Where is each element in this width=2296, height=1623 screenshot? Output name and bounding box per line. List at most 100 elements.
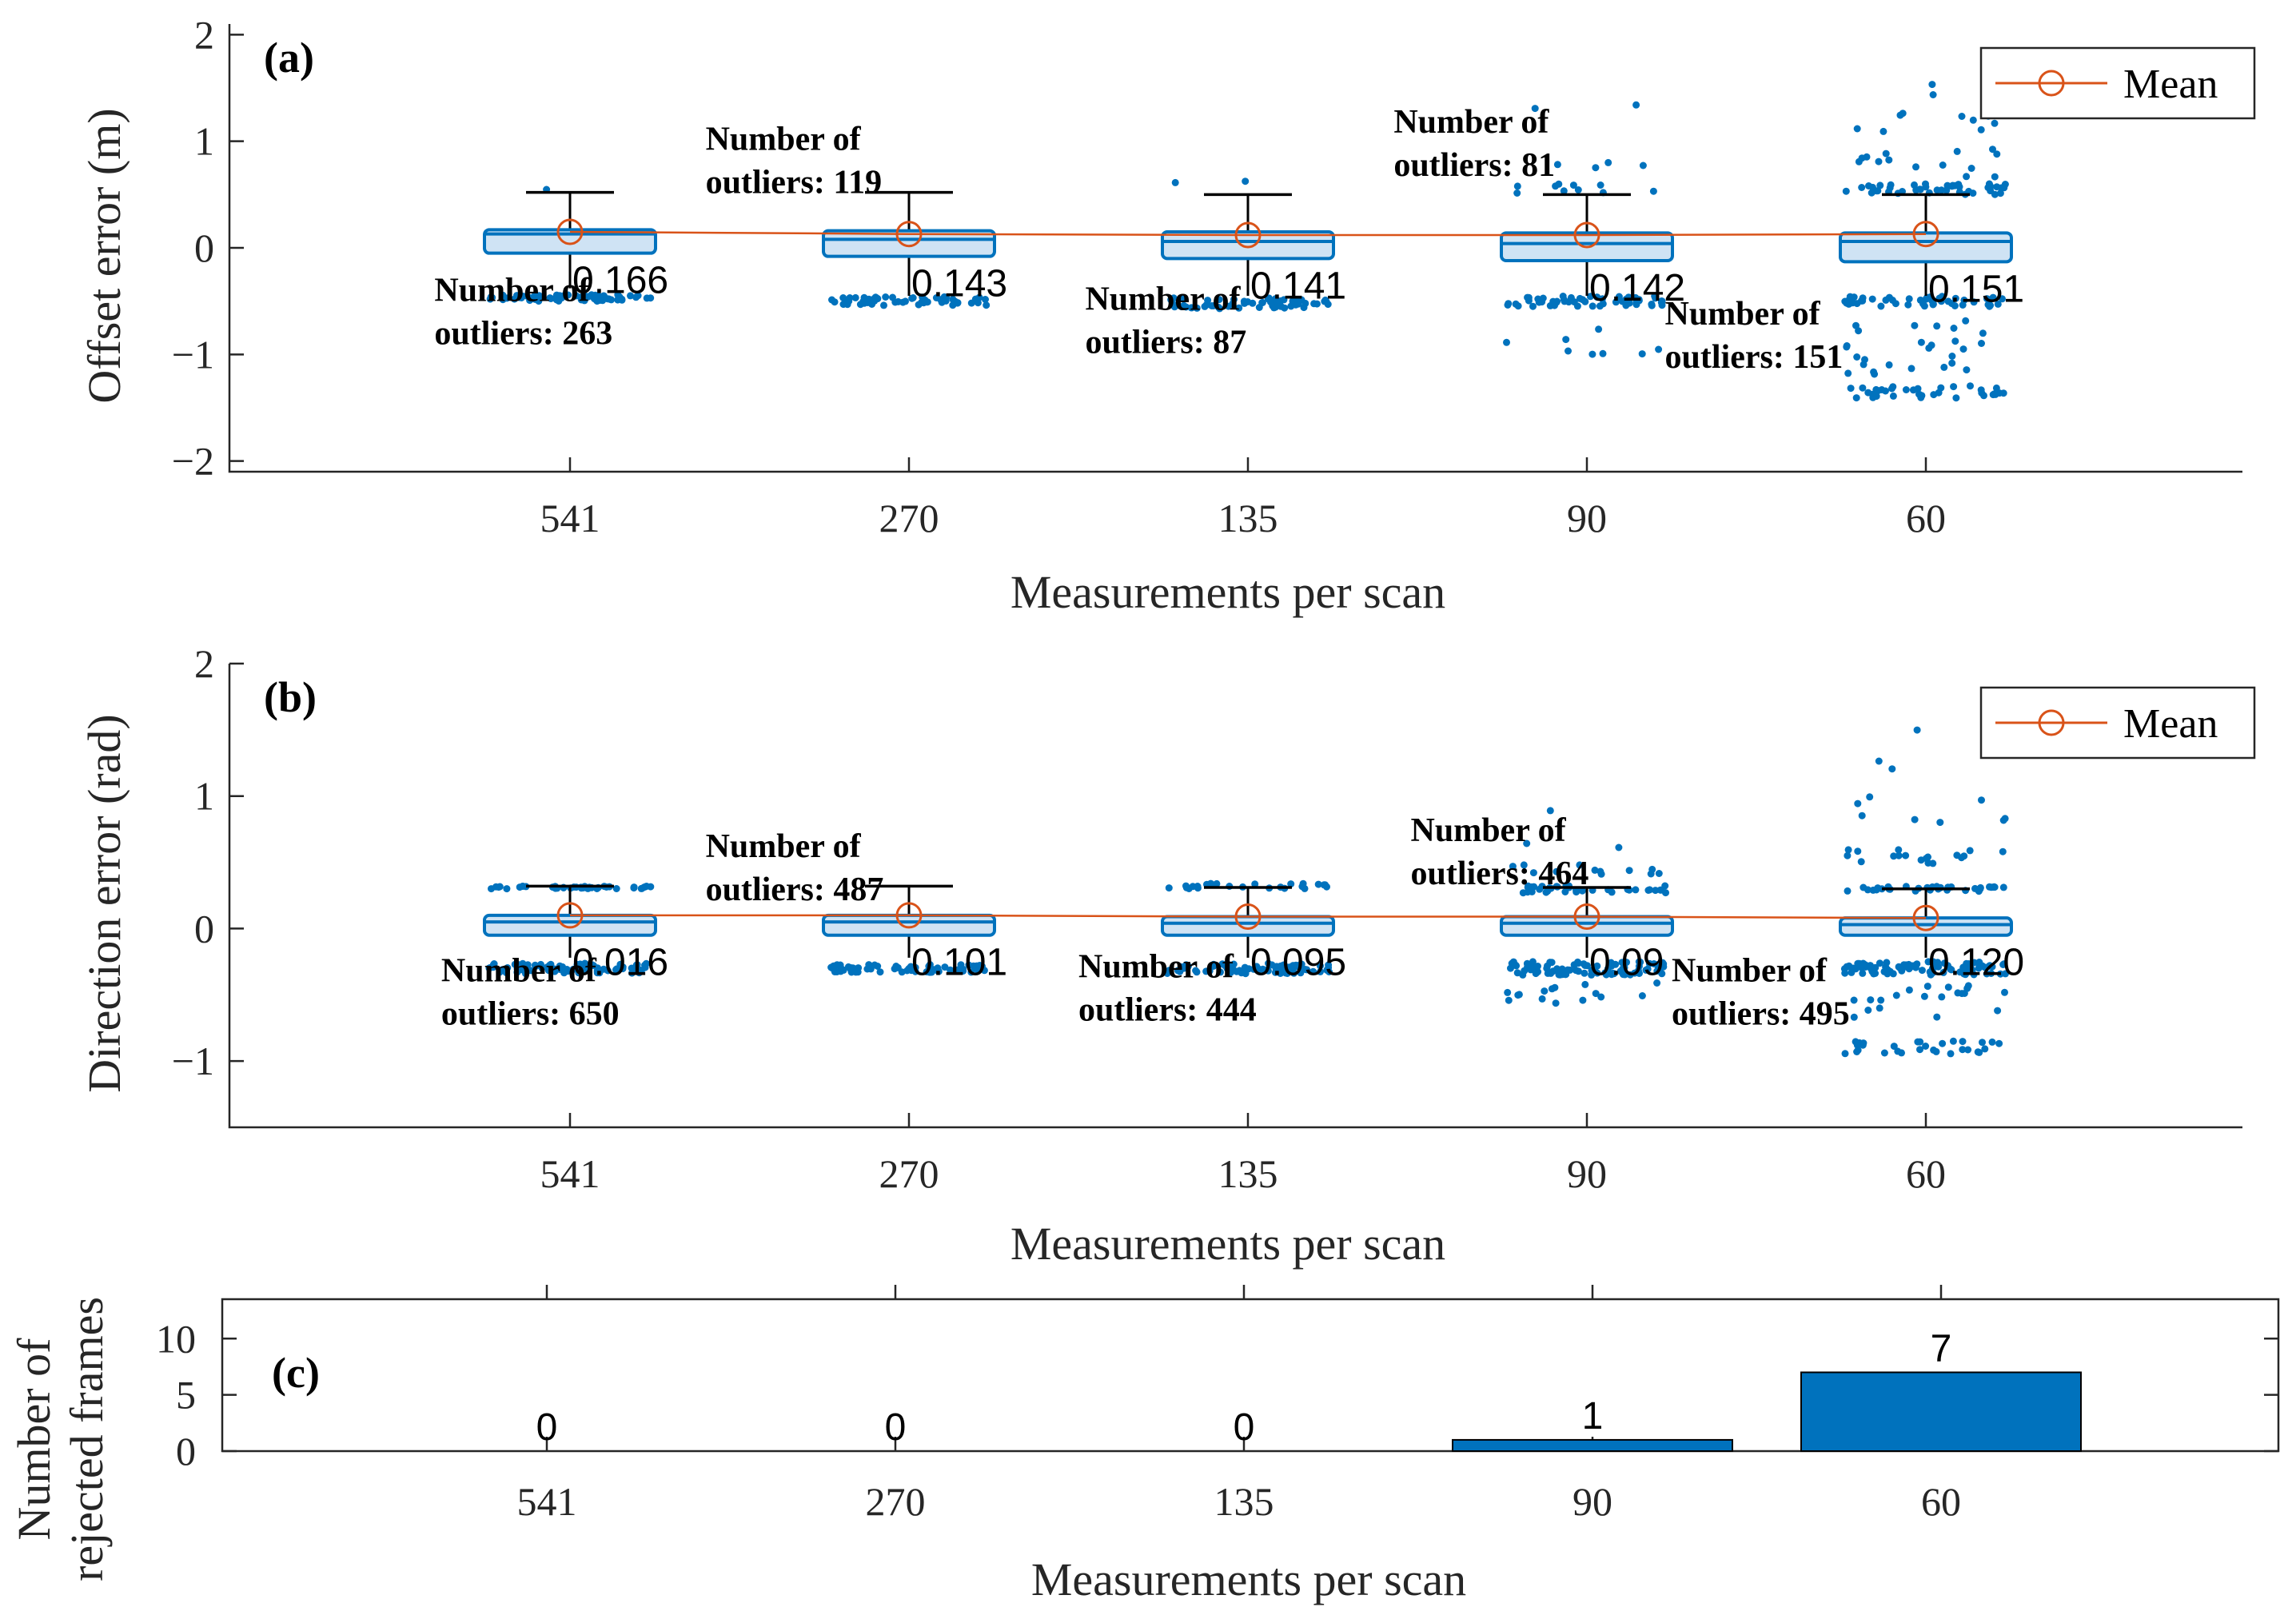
outlier-point xyxy=(1951,337,1959,345)
outlier-point xyxy=(1588,302,1596,310)
y-tick-label: 1 xyxy=(194,119,214,164)
outlier-point xyxy=(1874,187,1882,195)
outlier-point xyxy=(1996,970,2004,978)
outlier-point xyxy=(551,965,559,973)
outlier-count-label-line1: Number of xyxy=(1672,953,1828,990)
y-tick-label: 5 xyxy=(176,1373,196,1418)
outlier-point xyxy=(1953,851,1961,859)
outlier-point xyxy=(511,960,519,968)
outlier-point xyxy=(1170,303,1178,311)
outlier-point xyxy=(1975,1048,1983,1056)
mean-marker xyxy=(1234,903,1262,930)
outlier-count-label-line1: Number of xyxy=(706,121,862,158)
x-tick-label: 541 xyxy=(540,496,600,540)
outlier-point xyxy=(1875,959,1883,967)
outlier-point xyxy=(970,962,978,970)
outlier-point xyxy=(1553,867,1561,875)
outlier-point xyxy=(1890,1043,1898,1051)
outlier-count-label-line2: outliers: 464 xyxy=(1411,855,1589,892)
outlier-point xyxy=(1552,999,1560,1007)
outlier-point xyxy=(1180,301,1188,309)
outlier-point xyxy=(1864,1007,1872,1014)
outlier-point xyxy=(1553,965,1561,973)
outlier-point xyxy=(537,293,545,301)
box-60: 0.120 xyxy=(1839,887,2024,984)
outlier-point xyxy=(1505,300,1513,308)
outlier-points xyxy=(485,726,2009,1058)
outlier-point xyxy=(1875,158,1883,165)
outlier-point xyxy=(1596,181,1604,189)
outlier-point xyxy=(1850,1013,1858,1021)
outlier-point xyxy=(1854,847,1862,855)
x-tick-label: 135 xyxy=(1214,1479,1274,1524)
outlier-point xyxy=(1576,861,1584,869)
outlier-point xyxy=(1867,962,1874,970)
mean-marker xyxy=(895,902,923,929)
outlier-point xyxy=(1869,886,1877,894)
panel-label: (a) xyxy=(264,34,314,82)
outlier-point xyxy=(1597,870,1605,878)
outlier-point xyxy=(1324,301,1332,309)
bar-90 xyxy=(1452,1438,1733,1452)
outlier-point xyxy=(1844,851,1852,859)
outlier-point xyxy=(1230,960,1238,968)
outlier-point xyxy=(1546,301,1554,309)
y-tick-label: −1 xyxy=(172,332,214,377)
outlier-point xyxy=(1309,967,1317,975)
mean-marker xyxy=(1234,221,1262,249)
outlier-point xyxy=(1923,983,1931,991)
outlier-point xyxy=(1648,865,1656,873)
outlier-point xyxy=(544,967,552,975)
outlier-point xyxy=(851,293,859,301)
outlier-point xyxy=(1513,182,1521,190)
outlier-point xyxy=(1636,958,1644,966)
outlier-point xyxy=(1268,961,1276,969)
outlier-point xyxy=(1916,1038,1924,1046)
outlier-point xyxy=(868,301,876,308)
legend-label: Mean xyxy=(2123,62,2218,107)
outlier-points xyxy=(486,81,2009,402)
outlier-point xyxy=(1608,971,1616,979)
y-tick-label: 2 xyxy=(194,641,214,686)
outlier-point xyxy=(1993,150,2001,158)
outlier-point xyxy=(1321,881,1329,889)
outlier-count-label-line2: outliers: 119 xyxy=(706,164,882,201)
outlier-point xyxy=(1944,297,1952,305)
outlier-point xyxy=(1890,852,1898,860)
outlier-point xyxy=(1907,365,1915,373)
outlier-point xyxy=(1531,105,1539,113)
box-value-label: 0.142 xyxy=(1589,267,1685,309)
outlier-point xyxy=(959,967,967,975)
outlier-point xyxy=(1504,988,1512,996)
outlier-count-label-line1: Number of xyxy=(1393,104,1549,141)
outlier-point xyxy=(516,293,524,301)
outlier-point xyxy=(1574,186,1582,193)
outlier-point xyxy=(1916,296,1924,304)
outlier-point xyxy=(847,968,855,976)
outlier-point xyxy=(1928,81,1936,89)
outlier-point xyxy=(1991,119,1999,127)
outlier-point xyxy=(1165,884,1173,892)
outlier-point xyxy=(932,294,940,301)
box-body xyxy=(1161,230,1335,261)
x-axis-label: Measurements per scan xyxy=(1010,1218,1445,1270)
box-body xyxy=(822,229,996,258)
outlier-point xyxy=(604,967,612,975)
outlier-count-label-line2: outliers: 444 xyxy=(1078,992,1257,1029)
outlier-point xyxy=(1935,963,1943,971)
y-tick-label: 2 xyxy=(194,12,214,57)
outlier-point xyxy=(1967,165,1975,172)
outlier-point xyxy=(1509,958,1517,966)
outlier-point xyxy=(516,883,524,891)
outlier-point xyxy=(1258,298,1266,306)
outlier-point xyxy=(630,884,638,892)
outlier-point xyxy=(1514,991,1522,999)
outlier-point xyxy=(1918,967,1926,975)
mean-marker xyxy=(1912,904,1939,931)
outlier-point xyxy=(1943,962,1951,970)
outlier-point xyxy=(1989,146,1996,154)
x-tick-label: 541 xyxy=(540,1151,600,1196)
outlier-point xyxy=(1230,296,1238,303)
outlier-point xyxy=(1574,959,1582,967)
